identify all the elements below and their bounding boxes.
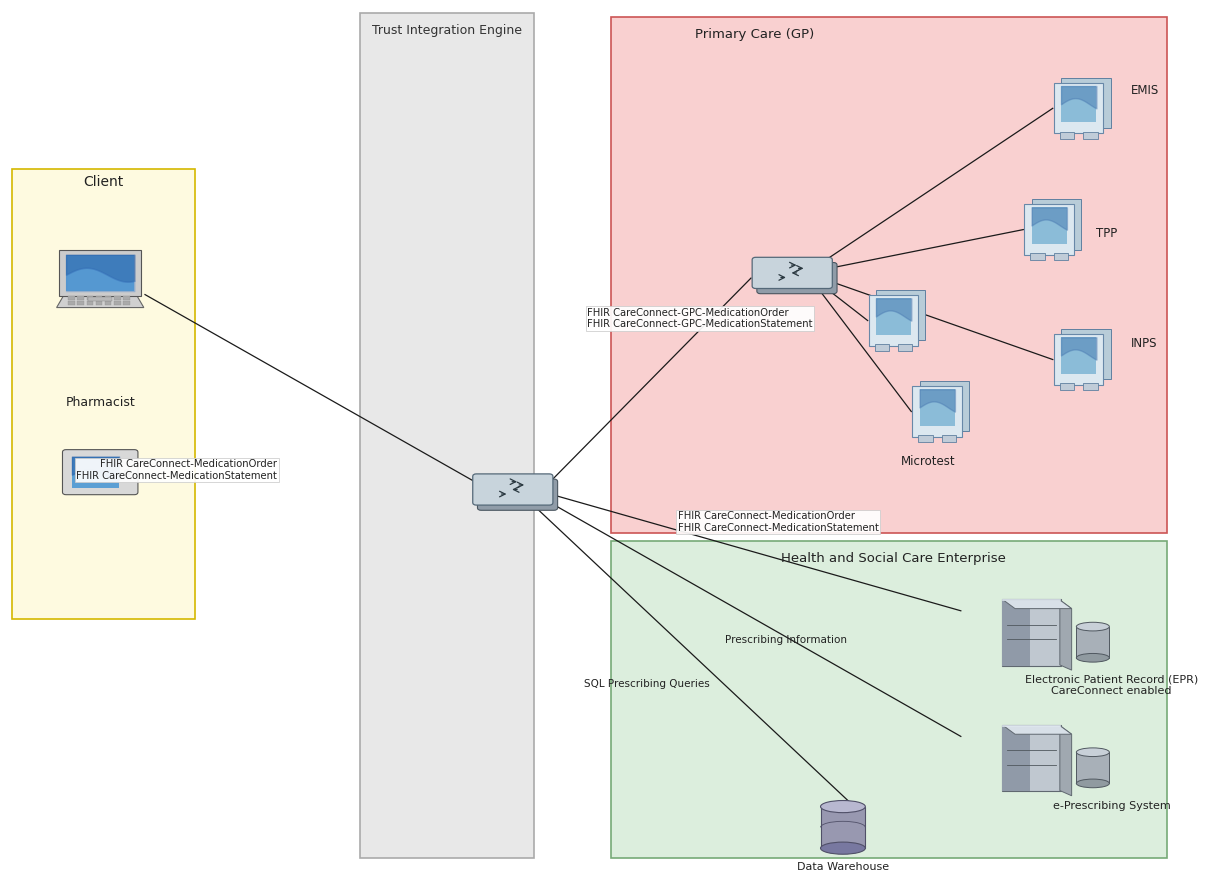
FancyBboxPatch shape [63,450,138,495]
FancyBboxPatch shape [96,301,102,305]
FancyBboxPatch shape [78,301,84,305]
Ellipse shape [1076,622,1109,631]
FancyBboxPatch shape [1054,253,1068,260]
Text: INPS: INPS [1131,338,1157,350]
FancyBboxPatch shape [1031,207,1067,244]
FancyBboxPatch shape [96,296,102,299]
FancyBboxPatch shape [65,255,135,291]
Polygon shape [1004,725,1071,734]
Text: TPP: TPP [1097,228,1117,240]
FancyBboxPatch shape [876,290,926,340]
Polygon shape [1076,627,1109,657]
FancyBboxPatch shape [1060,337,1097,374]
FancyBboxPatch shape [1084,383,1098,390]
FancyBboxPatch shape [1060,86,1097,122]
FancyBboxPatch shape [1002,725,1030,792]
FancyBboxPatch shape [1024,204,1074,255]
FancyBboxPatch shape [124,296,130,299]
Polygon shape [57,295,144,307]
FancyBboxPatch shape [920,389,955,426]
FancyBboxPatch shape [1031,199,1081,250]
FancyBboxPatch shape [1030,253,1045,260]
FancyBboxPatch shape [68,296,75,299]
FancyBboxPatch shape [1054,334,1103,385]
Text: FHIR CareConnect-MedicationOrder
FHIR CareConnect-MedicationStatement: FHIR CareConnect-MedicationOrder FHIR Ca… [678,512,879,533]
FancyBboxPatch shape [898,344,913,351]
FancyBboxPatch shape [124,301,130,305]
FancyBboxPatch shape [86,296,93,299]
FancyBboxPatch shape [1002,599,1060,666]
FancyBboxPatch shape [1059,132,1074,139]
FancyBboxPatch shape [360,13,534,857]
Text: Prescribing Information: Prescribing Information [725,636,847,645]
FancyBboxPatch shape [913,387,962,436]
Polygon shape [1076,753,1109,783]
FancyBboxPatch shape [942,435,956,442]
Text: Data Warehouse: Data Warehouse [796,862,888,872]
FancyBboxPatch shape [869,295,919,346]
FancyBboxPatch shape [105,296,112,299]
Text: Pharmacist: Pharmacist [65,396,135,409]
FancyBboxPatch shape [59,250,142,296]
FancyBboxPatch shape [1002,599,1030,666]
Text: FHIR CareConnect-GPC-MedicationOrder
FHIR CareConnect-GPC-MedicationStatement: FHIR CareConnect-GPC-MedicationOrder FHI… [587,307,812,329]
FancyBboxPatch shape [68,301,75,305]
FancyBboxPatch shape [875,344,888,351]
Text: FHIR CareConnect-MedicationOrder
FHIR CareConnect-MedicationStatement: FHIR CareConnect-MedicationOrder FHIR Ca… [76,459,278,481]
FancyBboxPatch shape [611,541,1167,857]
Ellipse shape [1076,779,1109,787]
FancyBboxPatch shape [78,296,84,299]
Text: Client: Client [84,175,124,189]
Ellipse shape [821,842,865,855]
Ellipse shape [821,801,865,813]
FancyBboxPatch shape [1054,83,1103,134]
Circle shape [124,470,131,475]
Polygon shape [1004,600,1071,608]
FancyBboxPatch shape [1060,78,1110,128]
FancyBboxPatch shape [1060,329,1110,380]
FancyBboxPatch shape [473,474,553,505]
FancyBboxPatch shape [1059,383,1074,390]
FancyBboxPatch shape [114,301,121,305]
Polygon shape [1059,725,1071,796]
FancyBboxPatch shape [1002,725,1060,792]
FancyBboxPatch shape [876,299,911,334]
FancyBboxPatch shape [105,301,112,305]
FancyBboxPatch shape [86,301,93,305]
Text: e-Prescribing System: e-Prescribing System [1053,801,1171,811]
FancyBboxPatch shape [12,169,194,620]
Text: Health and Social Care Enterprise: Health and Social Care Enterprise [782,552,1006,565]
FancyBboxPatch shape [114,296,121,299]
Text: EMIS: EMIS [1131,85,1159,98]
Ellipse shape [1076,748,1109,757]
FancyBboxPatch shape [72,457,119,488]
Polygon shape [821,807,865,849]
FancyBboxPatch shape [920,382,970,431]
Text: Microtest: Microtest [901,455,955,468]
FancyBboxPatch shape [1084,132,1098,139]
FancyBboxPatch shape [756,263,837,293]
Text: SQL Prescribing Queries: SQL Prescribing Queries [583,678,709,689]
FancyBboxPatch shape [753,258,833,288]
Polygon shape [1059,600,1071,670]
FancyBboxPatch shape [611,17,1167,533]
Text: Electronic Patient Record (EPR)
CareConnect enabled: Electronic Patient Record (EPR) CareConn… [1025,674,1199,696]
FancyBboxPatch shape [478,479,558,511]
Text: Trust Integration Engine: Trust Integration Engine [372,24,522,38]
FancyBboxPatch shape [88,297,112,301]
Ellipse shape [1076,654,1109,662]
Text: Primary Care (GP): Primary Care (GP) [694,28,814,41]
FancyBboxPatch shape [919,435,932,442]
